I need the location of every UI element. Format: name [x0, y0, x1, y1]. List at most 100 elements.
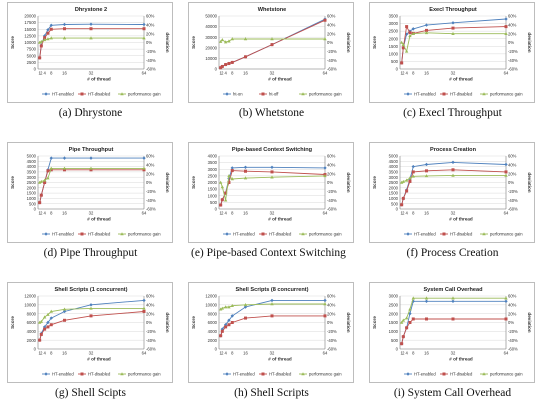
data-point-ht_disabled [244, 316, 247, 320]
y-tick-label: 2500 [389, 302, 399, 307]
y2-axis-label: deviation [346, 32, 351, 52]
data-point-ht_disabled [63, 27, 66, 31]
y-tick-label: 5000 [27, 154, 37, 159]
y-tick-label: 0 [34, 207, 37, 212]
legend-label: performance gain [309, 92, 342, 97]
y-tick-label: 20000 [24, 14, 36, 19]
y2-tick-label: 60% [146, 14, 155, 19]
y2-tick-label: -20% [146, 329, 156, 334]
data-point-ht_enabled [89, 156, 93, 160]
y-axis-label: Score [191, 316, 196, 329]
y2-tick-label: -60% [508, 67, 518, 72]
data-point-ht_enabled [424, 23, 429, 27]
data-point-performance_gain [39, 179, 44, 183]
y2-tick-label: 60% [508, 154, 517, 159]
y2-tick-label: 40% [508, 302, 517, 307]
x-tick-label: 8 [50, 351, 53, 356]
y-tick-label: 17500 [24, 20, 36, 25]
data-point-ht_disabled [451, 26, 455, 30]
data-point-performance_gain [504, 296, 508, 300]
data-point-ht_enabled [404, 32, 409, 36]
data-point-ht_disabled [224, 63, 228, 67]
chart-title: Execl Throughput [429, 7, 477, 13]
x-tick-label: 16 [424, 211, 429, 216]
data-point-performance_gain [230, 37, 234, 41]
data-point-ht_disabled [63, 318, 66, 322]
data-point-ht_enabled [230, 166, 234, 170]
data-point-performance_gain [411, 296, 415, 300]
data-point-performance_gain [142, 306, 146, 310]
data-point-ht_enabled [323, 166, 327, 170]
legend-marker [261, 232, 265, 236]
data-point-ht_enabled [243, 165, 248, 169]
y-axis-label: Score [10, 36, 15, 49]
chart-title: Dhrystone 2 [75, 7, 107, 13]
data-point-ht_disabled [504, 170, 508, 174]
y2-tick-label: -60% [508, 347, 518, 352]
data-point-ht_disabled [142, 309, 146, 313]
y2-tick-label: 0% [508, 320, 514, 325]
legend-marker [482, 372, 486, 376]
y-tick-label: 1000 [389, 196, 399, 201]
series-line-ht_disabled [401, 25, 507, 63]
y2-tick-label: -60% [327, 347, 337, 352]
data-point-ht_enabled [142, 298, 146, 303]
y2-tick-label: -40% [508, 338, 518, 343]
data-point-ht_disabled [400, 203, 404, 207]
chart-panel: Dhrystone 2 0 2500 5000 7500 10000 12500 15000 1… [7, 2, 173, 103]
x-tick-label: 32 [270, 211, 275, 216]
legend-label: HT-enabled [414, 372, 436, 377]
legend-label: HT-disabled [450, 92, 473, 97]
data-point-ht_disabled [38, 338, 42, 342]
x-tick-label: 4 [224, 71, 227, 76]
y-tick-label: 0 [215, 347, 218, 352]
data-point-performance_gain [46, 312, 50, 316]
data-point-ht_disabled [219, 334, 223, 338]
data-point-performance_gain [401, 179, 406, 183]
data-point-ht_disabled [408, 31, 412, 35]
legend-label: HT-disabled [450, 372, 473, 377]
data-point-ht_enabled [89, 22, 93, 26]
y2-tick-label: 40% [146, 162, 155, 167]
data-point-performance_gain [227, 174, 231, 178]
y-tick-label: 500 [391, 338, 399, 343]
chart-title: Process Creation [430, 147, 477, 153]
x-tick-label: 1 [219, 351, 222, 356]
y-tick-label: 0 [34, 347, 37, 352]
chart-panel: Whetstone 0 10000 20000 30000 40000 50000 -60% -… [188, 2, 354, 103]
y-tick-label: 3000 [27, 175, 37, 180]
y-tick-label: 10000 [205, 302, 217, 307]
x-tick-label: 8 [231, 351, 234, 356]
y2-tick-label: 20% [146, 171, 155, 176]
data-point-ht_disabled [270, 170, 274, 174]
data-point-performance_gain [49, 166, 53, 170]
data-point-ht_enabled [451, 160, 455, 165]
chart-svg: Shell Scripts (8 concurrent) 0 2000 4000 600… [191, 287, 351, 377]
y-tick-label: 2000 [27, 338, 37, 343]
data-point-ht_disabled [46, 325, 50, 329]
data-point-ht_disabled [230, 169, 234, 173]
data-point-ht_enabled [408, 29, 412, 33]
x-tick-label: 64 [323, 351, 328, 356]
y-tick-label: 500 [391, 59, 399, 64]
legend-label: HT-disabled [88, 92, 111, 97]
data-point-ht_disabled [49, 323, 53, 327]
y-tick-label: 1000 [208, 193, 218, 198]
x-tick-label: 1 [400, 211, 403, 216]
data-point-ht_disabled [38, 56, 42, 60]
chart-panel: Process Creation 0 500 1000 1500 2000 2500 3000… [369, 142, 535, 243]
data-point-ht_disabled [227, 323, 231, 327]
y2-tick-label: 0% [508, 40, 514, 45]
x-axis-label: # of thread [87, 357, 111, 362]
legend-marker [44, 372, 48, 376]
legend-marker [225, 232, 229, 236]
chart-panel: Execl Throughput 0 500 1000 1500 2000 2500 3000… [369, 2, 535, 103]
y-tick-label: 1000 [389, 51, 399, 56]
y-tick-label: 500 [391, 201, 399, 206]
x-tick-label: 2 [221, 351, 224, 356]
data-point-ht_enabled [46, 320, 50, 325]
x-axis-label: # of thread [449, 217, 473, 222]
data-point-ht_disabled [227, 61, 231, 65]
y2-tick-label: -40% [146, 198, 156, 203]
y2-tick-label: 20% [327, 31, 336, 36]
